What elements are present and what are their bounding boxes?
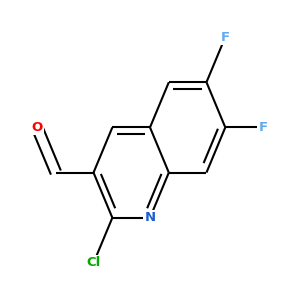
Text: F: F <box>258 121 268 134</box>
Text: Cl: Cl <box>86 256 101 269</box>
Text: N: N <box>144 211 156 224</box>
Text: O: O <box>32 121 43 134</box>
Text: F: F <box>221 31 230 44</box>
